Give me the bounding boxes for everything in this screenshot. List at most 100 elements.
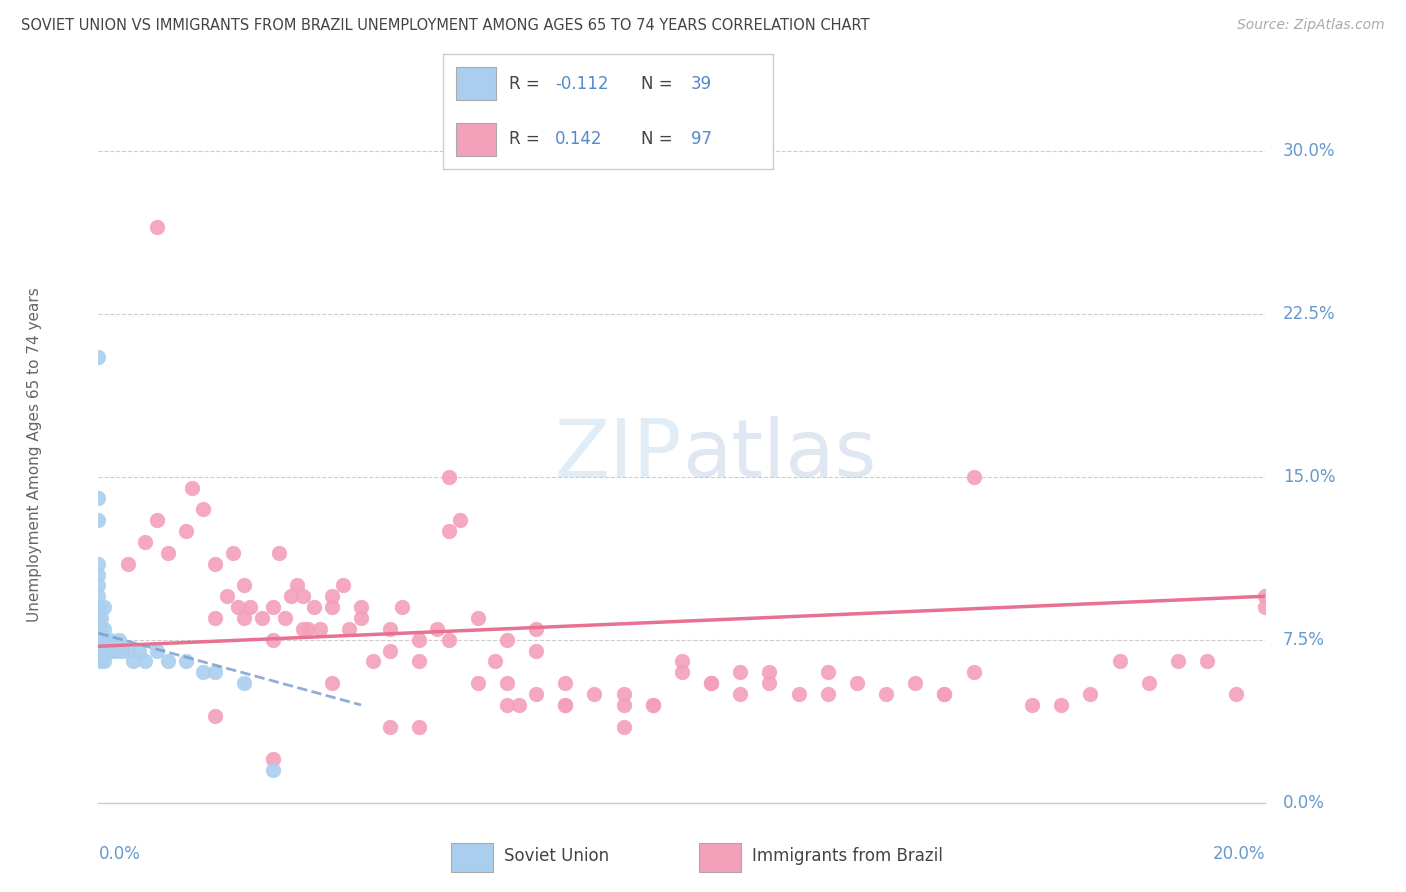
Point xyxy=(641,698,664,712)
Point xyxy=(304,600,326,615)
Text: ZIP: ZIP xyxy=(554,416,682,494)
Text: 22.5%: 22.5% xyxy=(1282,304,1336,323)
Point xyxy=(332,578,354,592)
Text: Soviet Union: Soviet Union xyxy=(505,847,610,865)
Point xyxy=(87,513,110,527)
Point xyxy=(934,687,956,701)
Point xyxy=(87,578,110,592)
Point xyxy=(117,643,139,657)
Point xyxy=(875,687,897,701)
Text: -0.112: -0.112 xyxy=(555,75,609,93)
Point xyxy=(233,611,256,625)
Text: N =: N = xyxy=(641,75,678,93)
Point xyxy=(1167,655,1189,669)
Point xyxy=(1137,676,1160,690)
Point xyxy=(93,643,115,657)
Point xyxy=(262,632,284,647)
Point xyxy=(671,655,693,669)
Point xyxy=(262,752,284,766)
Point xyxy=(204,557,226,571)
Point xyxy=(117,557,139,571)
Point xyxy=(1050,698,1073,712)
Point xyxy=(554,698,576,712)
Point xyxy=(134,655,156,669)
Point xyxy=(437,469,460,483)
Point xyxy=(87,600,110,615)
Point xyxy=(233,676,256,690)
Point xyxy=(524,622,547,636)
Point xyxy=(93,622,115,636)
Point xyxy=(524,643,547,657)
Point xyxy=(1021,698,1043,712)
FancyBboxPatch shape xyxy=(451,843,492,872)
Point xyxy=(904,676,927,690)
Text: 30.0%: 30.0% xyxy=(1282,142,1336,160)
Point xyxy=(962,469,984,483)
Point xyxy=(87,557,110,571)
Point xyxy=(269,546,291,560)
Point xyxy=(128,643,150,657)
Point xyxy=(285,578,308,592)
Point xyxy=(87,491,110,506)
Point xyxy=(449,513,471,527)
Point xyxy=(408,720,430,734)
Point xyxy=(291,589,314,603)
Point xyxy=(612,687,634,701)
FancyBboxPatch shape xyxy=(456,68,496,100)
Point xyxy=(554,676,576,690)
Point xyxy=(321,676,343,690)
Point xyxy=(297,622,319,636)
Text: 20.0%: 20.0% xyxy=(1213,845,1265,863)
Text: SOVIET UNION VS IMMIGRANTS FROM BRAZIL UNEMPLOYMENT AMONG AGES 65 TO 74 YEARS CO: SOVIET UNION VS IMMIGRANTS FROM BRAZIL U… xyxy=(21,18,869,33)
Point xyxy=(378,720,402,734)
Point xyxy=(239,600,262,615)
Point xyxy=(612,720,634,734)
Point xyxy=(204,611,226,625)
Point xyxy=(274,611,297,625)
Point xyxy=(104,643,127,657)
Point xyxy=(554,698,576,712)
Point xyxy=(641,698,664,712)
Point xyxy=(700,676,723,690)
Text: Immigrants from Brazil: Immigrants from Brazil xyxy=(752,847,943,865)
Point xyxy=(87,350,110,364)
Point xyxy=(157,546,180,560)
Point xyxy=(174,524,197,538)
Point xyxy=(309,622,332,636)
Point xyxy=(221,546,243,560)
Text: Source: ZipAtlas.com: Source: ZipAtlas.com xyxy=(1237,18,1385,32)
Point xyxy=(962,665,984,680)
Point xyxy=(378,643,402,657)
Text: N =: N = xyxy=(641,130,678,148)
Point xyxy=(817,687,839,701)
Point xyxy=(495,632,517,647)
Point xyxy=(1225,687,1247,701)
Point xyxy=(1108,655,1130,669)
Point xyxy=(730,665,752,680)
Point xyxy=(180,481,202,495)
Point xyxy=(408,632,430,647)
Point xyxy=(90,655,112,669)
Point xyxy=(378,622,402,636)
Text: 7.5%: 7.5% xyxy=(1282,631,1324,648)
Point xyxy=(426,622,449,636)
Point xyxy=(280,589,302,603)
Point xyxy=(204,708,226,723)
Text: Unemployment Among Ages 65 to 74 years: Unemployment Among Ages 65 to 74 years xyxy=(27,287,42,623)
Point xyxy=(361,655,384,669)
Text: 15.0%: 15.0% xyxy=(1282,467,1336,485)
Point xyxy=(787,687,810,701)
Point xyxy=(495,698,517,712)
Point xyxy=(1254,589,1277,603)
Point xyxy=(111,643,134,657)
Point xyxy=(250,611,273,625)
Point xyxy=(108,632,131,647)
Point xyxy=(1080,687,1102,701)
Point xyxy=(146,513,169,527)
Point xyxy=(87,567,110,582)
Point xyxy=(495,676,517,690)
FancyBboxPatch shape xyxy=(699,843,741,872)
Point xyxy=(157,655,180,669)
Text: 0.142: 0.142 xyxy=(555,130,603,148)
Point xyxy=(98,632,121,647)
